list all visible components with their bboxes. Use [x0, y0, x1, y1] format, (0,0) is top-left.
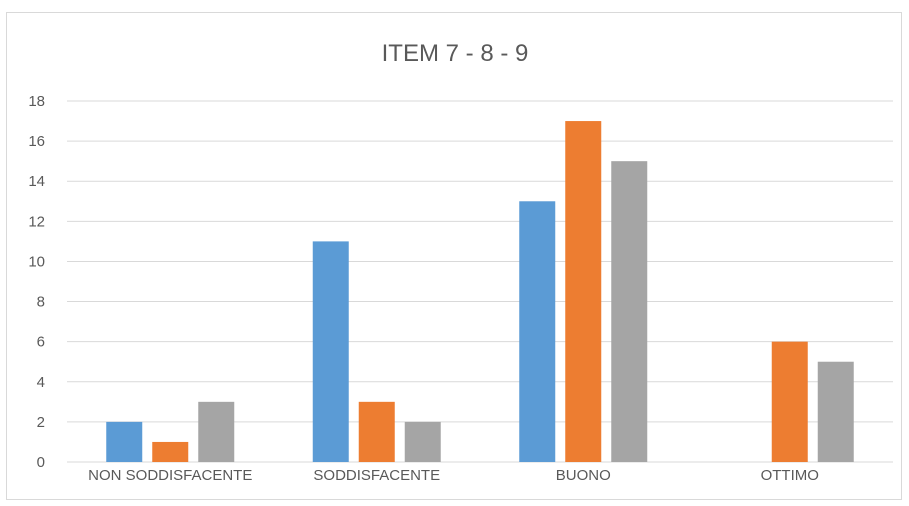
- x-category-label: NON SODDISFACENTE: [88, 467, 252, 484]
- bar-0-1: [152, 441, 189, 462]
- bar-0-0: [106, 421, 143, 462]
- bar-0-2: [198, 401, 235, 462]
- y-tick-label: 18: [28, 93, 45, 110]
- bar-1-1: [358, 401, 395, 462]
- gridlines: [67, 100, 893, 463]
- bar-2-1: [565, 121, 602, 463]
- bar-3-1: [771, 341, 808, 462]
- y-tick-label: 6: [37, 334, 45, 351]
- bar-1-0: [312, 241, 349, 462]
- y-tick-label: 8: [37, 294, 45, 311]
- bar-3-2: [817, 361, 854, 462]
- y-tick-label: 0: [37, 454, 45, 471]
- chart-title: ITEM 7 - 8 - 9: [382, 40, 529, 67]
- y-tick-label: 14: [28, 173, 45, 190]
- y-tick-label: 4: [37, 374, 45, 391]
- y-tick-label: 10: [28, 253, 45, 270]
- y-axis-ticks: 0 2 4 6 8 10 12 14 16 18: [28, 93, 45, 471]
- y-tick-label: 2: [37, 414, 45, 431]
- bar-chart: ITEM 7 - 8 - 9 0 2 4 6 8 10 12 14 16 18 NON SODDI…: [28, 40, 893, 484]
- bars: [106, 121, 854, 463]
- bar-2-2: [611, 161, 648, 462]
- x-category-label: SODDISFACENTE: [313, 467, 440, 484]
- x-axis-categories: NON SODDISFACENTE SODDISFACENTE BUONO OTTIM…: [88, 467, 819, 484]
- y-tick-label: 16: [28, 133, 45, 150]
- bar-2-0: [519, 201, 556, 462]
- y-tick-label: 12: [28, 213, 45, 230]
- bar-1-2: [404, 421, 441, 462]
- x-category-label: BUONO: [556, 467, 611, 484]
- x-category-label: OTTIMO: [761, 467, 819, 484]
- chart-container: ITEM 7 - 8 - 9 0 2 4 6 8 10 12 14 16 18 NON SODDI…: [6, 12, 902, 500]
